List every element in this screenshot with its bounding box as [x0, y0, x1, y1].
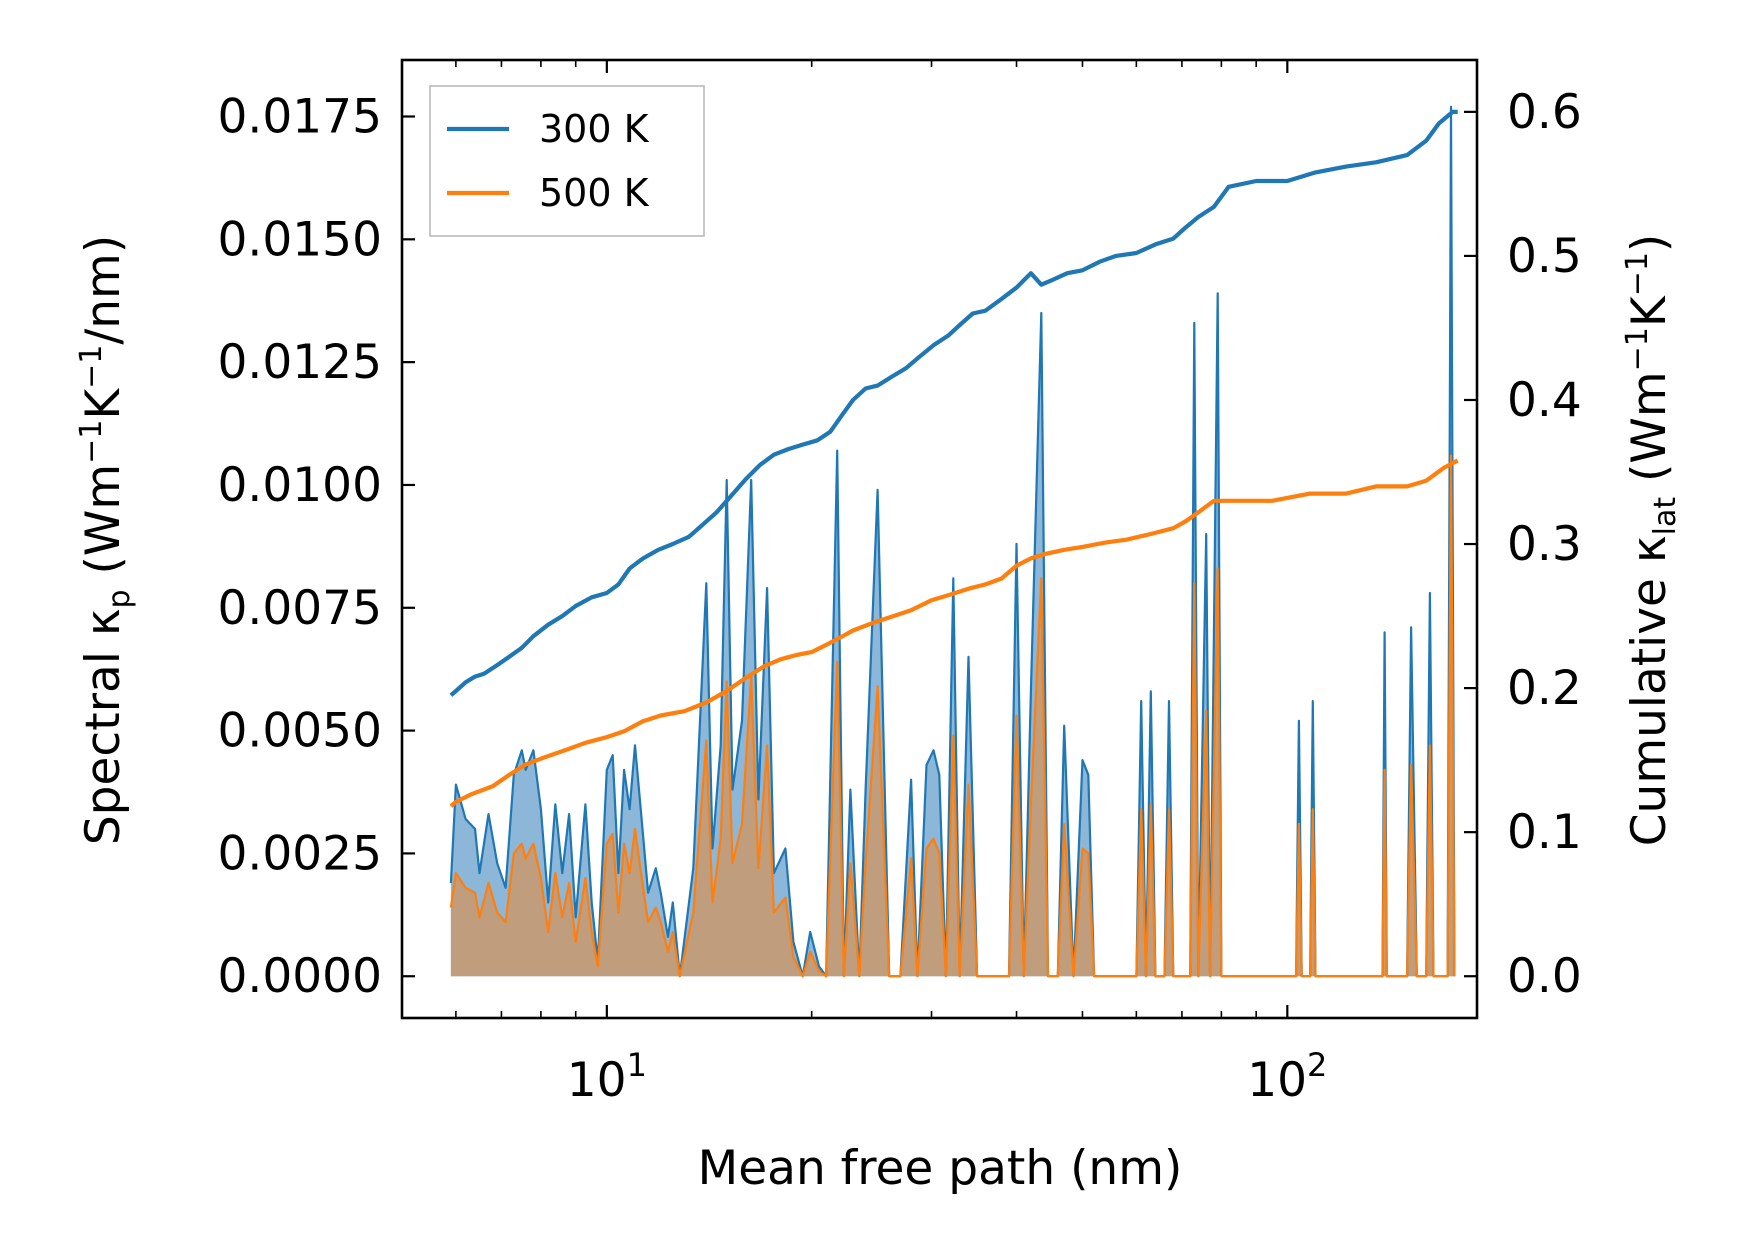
- y-right-tick-label: 0.3: [1507, 517, 1582, 572]
- y-right-tick-label: 0.2: [1507, 661, 1582, 716]
- legend: 300 K 500 K: [429, 85, 705, 237]
- spectral-fill-layer: [450, 106, 1455, 977]
- y-left-tick-label: 0.0025: [218, 826, 382, 881]
- y-left-title-prefix: Spectral: [76, 636, 131, 845]
- cumulative-line-300k: [449, 109, 1458, 697]
- y-left-axis-title: Spectral κp (Wm−1K−1/nm): [74, 235, 137, 845]
- y-right-tick-label: 0.4: [1507, 373, 1582, 428]
- spectral-fill-300k: [450, 106, 1455, 977]
- y-left-tick-label: 0.0050: [218, 704, 382, 759]
- x-axis-title: Mean free path (nm): [698, 1141, 1183, 1196]
- tick-layer: [401, 60, 1477, 1018]
- y-right-title-units3: ): [1622, 234, 1677, 252]
- y-right-tick-label: 0.1: [1507, 805, 1582, 860]
- y-left-title-units3: /nm): [76, 235, 131, 345]
- cumulative-line-500k: [449, 458, 1459, 808]
- plot-frame: [400, 58, 1479, 1020]
- tick-label-layer: 0.00000.00250.00500.00750.01000.01250.01…: [218, 85, 1582, 1108]
- y-right-title-sup2: −1: [1620, 252, 1655, 296]
- y-left-title-kappa: κ: [76, 608, 131, 636]
- y-left-tick-label: 0.0175: [218, 89, 382, 144]
- y-left-title-sup1: −1: [74, 420, 109, 464]
- y-right-title-prefix: Cumulative: [1622, 563, 1677, 846]
- y-left-tick-label: 0.0150: [218, 212, 382, 267]
- y-left-title-units: (Wm: [76, 464, 131, 590]
- y-right-title-units: (Wm: [1622, 371, 1677, 497]
- y-left-tick-label: 0.0075: [218, 581, 382, 636]
- cumulative-line-layer: [449, 109, 1459, 808]
- y-right-title-kappa: κ: [1622, 535, 1677, 563]
- y-right-title-kappa-sub: lat: [1648, 497, 1683, 536]
- y-right-title-units2: K: [1622, 295, 1677, 327]
- spectral-line-layer: [449, 105, 1456, 978]
- y-left-tick-label: 0.0125: [218, 335, 382, 390]
- spectral-line-500k: [449, 454, 1456, 978]
- legend-box: [429, 85, 705, 237]
- legend-label-500k: 500 K: [539, 171, 650, 215]
- x-tick-label: 102: [1247, 1046, 1327, 1108]
- y-right-title-sup1: −1: [1620, 327, 1655, 371]
- legend-label-300k: 300 K: [539, 107, 650, 151]
- y-right-tick-label: 0.6: [1507, 85, 1582, 140]
- y-right-axis-title: Cumulative κlat (Wm−1K−1): [1620, 234, 1683, 847]
- y-left-title-units2: K: [76, 388, 131, 420]
- spectral-fill-500k: [450, 455, 1455, 977]
- x-tick-label: 101: [567, 1046, 647, 1108]
- y-left-tick-label: 0.0000: [218, 949, 382, 1004]
- y-left-title-sup2: −1: [74, 345, 109, 389]
- y-right-tick-label: 0.5: [1507, 229, 1582, 284]
- y-right-tick-label: 0.0: [1507, 949, 1582, 1004]
- y-left-tick-label: 0.0100: [218, 458, 382, 513]
- y-left-title-kappa-sub: p: [102, 589, 137, 608]
